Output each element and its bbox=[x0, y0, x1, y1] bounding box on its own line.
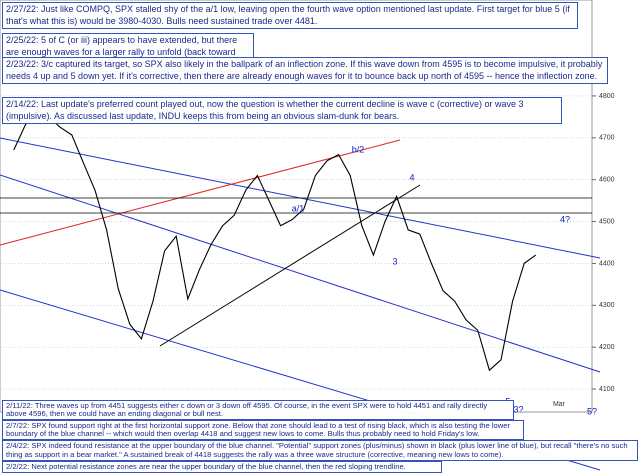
y-tick-label: 4600 bbox=[599, 177, 615, 184]
y-tick-label: 4300 bbox=[599, 302, 615, 309]
rising-black bbox=[159, 184, 421, 347]
annotation-box: 2/23/22: 3/c captured its target, so SPX… bbox=[2, 57, 608, 84]
wave-label: a/1 bbox=[292, 203, 305, 213]
wave-label: 4? bbox=[560, 214, 570, 224]
annotation-box: 2/4/22: SPX indeed found resistance at t… bbox=[2, 440, 638, 461]
price-line bbox=[13, 109, 537, 372]
annotation-box: 2/11/22: Three waves up from 4451 sugges… bbox=[2, 399, 514, 420]
y-tick-label: 4700 bbox=[599, 135, 615, 142]
annotation-box: 2/2/22: Next potential resistance zones … bbox=[2, 460, 442, 473]
wave-label: 3 bbox=[392, 256, 397, 266]
y-tick-label: 4400 bbox=[599, 260, 615, 267]
annotation-box: 2/7/22: SPX found support right at the f… bbox=[2, 419, 524, 441]
y-tick-label: 4200 bbox=[599, 344, 615, 351]
x-tick-label: Mar bbox=[553, 401, 566, 408]
wave-label: b/2 bbox=[352, 144, 365, 154]
wave-label: 5? bbox=[587, 406, 597, 416]
y-tick-label: 4800 bbox=[599, 93, 615, 100]
annotation-box: 2/27/22: Just like COMPQ, SPX stalled sh… bbox=[2, 2, 578, 29]
y-tick-label: 4500 bbox=[599, 218, 615, 225]
y-tick-label: 4100 bbox=[599, 386, 615, 393]
wave-label: 4 bbox=[409, 172, 414, 182]
wave-label: c/3? bbox=[506, 404, 523, 414]
annotation-box: 2/14/22: Last update's preferred count p… bbox=[2, 97, 562, 124]
